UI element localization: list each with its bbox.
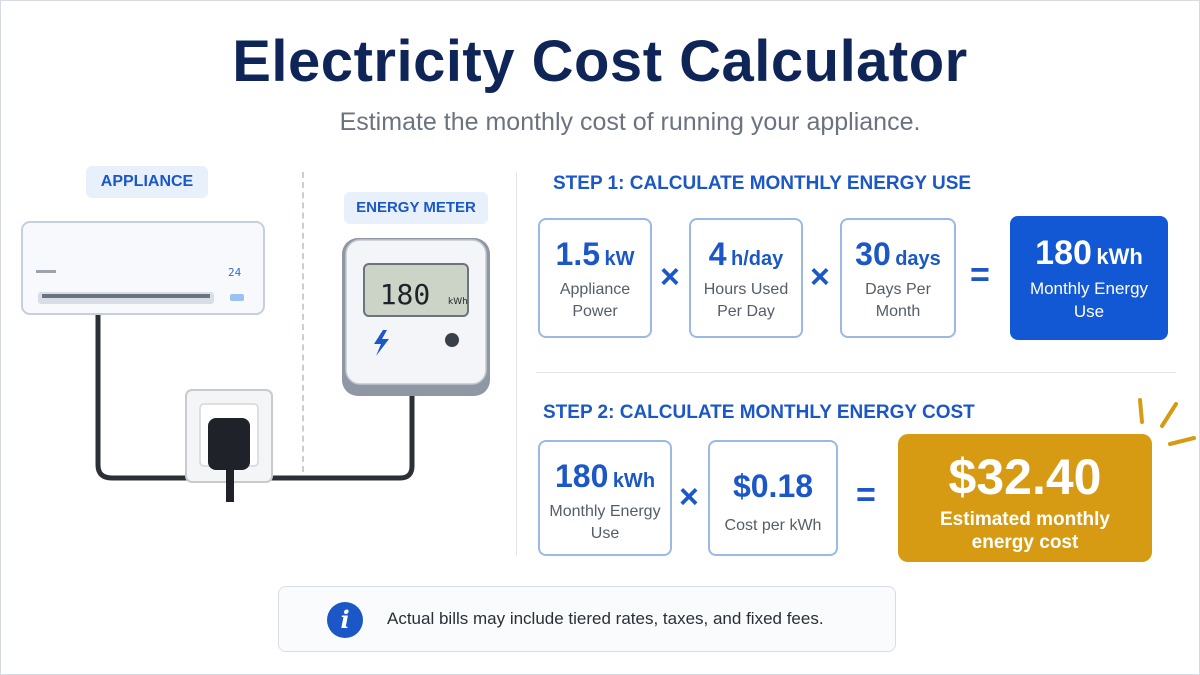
hours-value: 4 [708, 236, 727, 272]
cost-result-label-line2: energy cost [971, 532, 1079, 553]
disclaimer-text: Actual bills may include tiered rates, t… [387, 609, 824, 628]
days-unit: days [895, 248, 941, 270]
energy-result-value: 180 [1035, 234, 1092, 272]
monthly-energy-result: 180 kWh Monthly Energy Use [1010, 216, 1168, 340]
days-label-line1: Days Per [865, 281, 931, 298]
page-title: Electricity Cost Calculator [232, 29, 968, 94]
hours-label-line1: Hours Used [703, 281, 789, 298]
power-term-box: 1.5 kW Appliance Power [538, 218, 652, 338]
vertical-divider [516, 172, 517, 556]
power-label-line1: Appliance [559, 281, 631, 298]
appliance-tag: APPLIANCE [86, 166, 208, 198]
meter-cable [270, 390, 415, 481]
power-value: 1.5 [555, 236, 601, 272]
section-divider [302, 172, 304, 472]
ac-temperature-display: 24 [228, 266, 242, 279]
wall-outlet-icon [185, 389, 273, 502]
days-label-line2: Month [875, 303, 921, 320]
ac-cable [95, 314, 188, 481]
highlight-burst-icon [1138, 398, 1196, 446]
step-divider [536, 372, 1176, 373]
appliance-illustration: 24 180 kWh [21, 221, 490, 502]
hours-unit: h/day [731, 248, 784, 270]
energy-result-label-line1: Monthly Energy [1029, 279, 1149, 298]
usage-label-line2: Use [590, 525, 620, 542]
meter-button-icon [445, 333, 459, 347]
power-unit: kW [604, 248, 635, 270]
energy-result-label-line2: Use [1073, 302, 1105, 321]
rate-value: $0.18 [732, 468, 814, 504]
meter-unit: kWh [448, 297, 468, 307]
usage-label-line1: Monthly Energy [549, 503, 661, 520]
rate-label: Cost per kWh [724, 517, 822, 534]
lightning-icon [374, 330, 389, 356]
page-subtitle: Estimate the monthly cost of running you… [339, 108, 921, 136]
energy-meter-tag: ENERGY METER [344, 192, 488, 224]
cost-result-label-line1: Estimated monthly [940, 509, 1110, 530]
energy-result-unit: kWh [1096, 244, 1143, 269]
meter-reading: 180 [380, 278, 431, 311]
air-conditioner-icon: 24 [21, 221, 265, 315]
cost-result-value: $32.40 [948, 449, 1102, 505]
times-operator: × [810, 258, 830, 296]
step1-heading: STEP 1: CALCULATE MONTHLY ENERGY USE [553, 173, 972, 194]
estimated-cost-result: $32.40 Estimated monthly energy cost [898, 434, 1152, 562]
usage-unit: kWh [612, 470, 656, 492]
info-icon: i [327, 602, 363, 638]
days-term-box: 30 days Days Per Month [840, 218, 956, 338]
times-operator: × [660, 258, 680, 296]
usage-value: 180 [554, 458, 609, 494]
rate-term-box: $0.18 Cost per kWh [708, 440, 838, 556]
times-operator: × [679, 478, 699, 516]
step2-heading: STEP 2: CALCULATE MONTHLY ENERGY COST [543, 402, 975, 423]
disclaimer-note: i Actual bills may include tiered rates,… [278, 586, 896, 652]
usage-term-box: 180 kWh Monthly Energy Use [538, 440, 672, 556]
days-value: 30 [855, 236, 891, 272]
power-label-line2: Power [572, 303, 618, 320]
equals-operator: = [856, 476, 876, 514]
equals-operator: = [970, 256, 990, 294]
energy-meter-icon: 180 kWh [342, 238, 490, 396]
hours-term-box: 4 h/day Hours Used Per Day [689, 218, 803, 338]
hours-label-line2: Per Day [717, 303, 775, 320]
